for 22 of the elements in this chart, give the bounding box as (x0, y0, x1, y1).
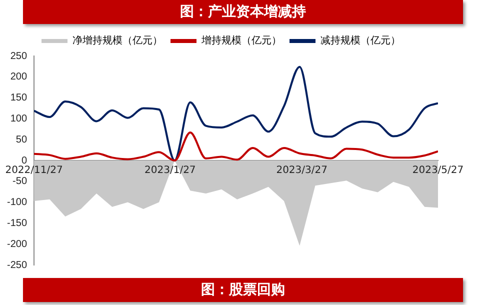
y-tick-label: -50 (12, 176, 28, 188)
legend-label: 减持规模（亿元） (320, 34, 400, 47)
y-tick-label: -150 (7, 218, 28, 229)
x-tick-label: 2023/3/27 (276, 165, 328, 176)
legend-label: 增持规模（亿元） (200, 34, 282, 47)
x-tick-label: 2023/5/27 (412, 165, 464, 176)
y-tick-label: -200 (7, 238, 28, 250)
y-tick-label: -250 (7, 260, 28, 271)
y-tick-label: 150 (10, 92, 28, 104)
y-tick-label: -100 (7, 197, 28, 208)
y-tick-label: 50 (16, 134, 28, 146)
line-series (34, 66, 438, 162)
legend-label: 净增持规模（亿元） (72, 34, 162, 47)
y-tick-label: 0 (21, 155, 28, 166)
line-series (34, 131, 438, 162)
chart-title: 图：产业资本增减持 (23, 0, 463, 24)
x-tick-label: 2023/1/27 (144, 165, 196, 176)
y-tick-label: 200 (10, 72, 28, 83)
text: 图：股票回购 (23, 278, 463, 302)
y-tick-label: 100 (10, 113, 28, 124)
x-tick-label: 2022/11/27 (5, 165, 63, 176)
y-tick-label: 250 (10, 50, 28, 62)
